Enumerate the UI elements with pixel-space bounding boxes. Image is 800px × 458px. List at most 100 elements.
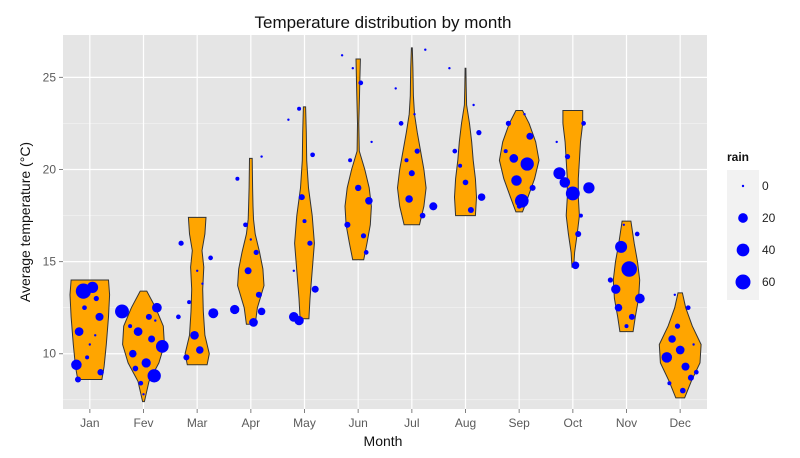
data-point	[208, 255, 213, 261]
data-point	[477, 193, 486, 201]
data-point	[311, 285, 319, 293]
data-point	[355, 184, 362, 192]
data-point	[578, 213, 583, 218]
legend-title: rain	[727, 150, 749, 164]
data-point	[472, 103, 475, 107]
x-tick-label: Sep	[508, 416, 530, 430]
data-point	[287, 118, 290, 121]
data-point	[661, 352, 673, 363]
y-tick-label: 20	[43, 162, 57, 176]
data-point	[132, 365, 139, 372]
data-point	[249, 238, 252, 241]
data-point	[363, 250, 369, 255]
data-point	[511, 175, 522, 186]
x-axis-title: Month	[364, 433, 403, 449]
data-point	[155, 340, 169, 353]
data-point	[621, 261, 637, 277]
data-point	[462, 179, 469, 186]
data-point	[681, 362, 690, 371]
data-point	[82, 305, 87, 311]
legend-key-point	[735, 274, 751, 290]
data-point	[297, 106, 302, 111]
data-point	[190, 330, 199, 340]
y-tick-label: 10	[43, 347, 57, 361]
data-point	[583, 182, 595, 194]
data-point	[145, 313, 152, 320]
data-point	[152, 302, 162, 313]
x-tick-label: Nov	[616, 416, 637, 430]
data-point	[176, 314, 181, 320]
data-point	[235, 176, 240, 181]
data-point	[635, 293, 645, 304]
violin-dec	[658, 292, 702, 399]
data-point	[452, 148, 458, 154]
data-point	[292, 269, 295, 272]
legend-key-point	[738, 213, 748, 223]
data-point	[674, 323, 681, 329]
x-tick-label: May	[293, 416, 316, 430]
data-point	[408, 170, 415, 177]
data-point	[129, 349, 137, 358]
data-point	[687, 374, 694, 381]
data-point	[253, 249, 259, 256]
data-point	[95, 312, 104, 321]
data-point	[351, 67, 354, 70]
data-point	[74, 327, 84, 336]
data-point	[85, 355, 90, 360]
data-point	[93, 295, 99, 302]
data-point	[559, 177, 571, 188]
data-point	[147, 369, 161, 383]
data-point	[414, 148, 420, 154]
data-point	[509, 154, 519, 163]
data-point	[302, 219, 307, 224]
data-point	[581, 121, 586, 126]
data-point	[310, 152, 315, 158]
data-point	[634, 231, 640, 237]
violin-mar	[184, 216, 210, 366]
data-point	[564, 153, 571, 160]
data-point	[307, 240, 313, 246]
data-point	[298, 194, 305, 201]
data-point	[398, 121, 404, 126]
data-point	[667, 381, 672, 386]
legend-label: 20	[762, 211, 776, 225]
legend-key-point	[741, 184, 745, 188]
x-tick-label: Mar	[187, 416, 208, 430]
data-point	[476, 129, 482, 136]
data-point	[624, 324, 629, 329]
data-point	[344, 221, 351, 228]
data-point	[255, 291, 262, 298]
data-point	[679, 387, 686, 394]
rain-points	[71, 48, 699, 396]
data-point	[196, 269, 199, 272]
data-point	[615, 240, 628, 253]
data-point	[394, 87, 397, 90]
data-point	[419, 212, 426, 219]
violin-jul	[396, 47, 427, 226]
data-point	[516, 203, 522, 209]
data-point	[71, 359, 82, 371]
y-axis-title: Average temperature (°C)	[17, 142, 33, 302]
data-point	[230, 304, 240, 315]
data-point	[693, 369, 699, 375]
data-point	[571, 261, 580, 270]
legend: rain 0 20 40 60	[727, 150, 776, 300]
plot-panel	[63, 35, 707, 409]
data-point	[208, 308, 219, 319]
data-point	[128, 324, 133, 329]
data-point	[692, 343, 695, 346]
data-point	[97, 369, 104, 376]
data-point	[358, 80, 364, 86]
data-point	[503, 149, 508, 154]
data-point	[196, 346, 204, 354]
data-point	[526, 132, 534, 140]
data-point	[141, 358, 151, 368]
y-axis: 10 15 20 25	[43, 70, 63, 361]
data-point	[340, 54, 344, 57]
data-point	[611, 284, 621, 294]
data-point	[138, 380, 144, 386]
violin-apr	[237, 157, 265, 325]
data-point	[405, 195, 413, 203]
data-point	[614, 303, 623, 312]
data-point	[553, 167, 566, 180]
